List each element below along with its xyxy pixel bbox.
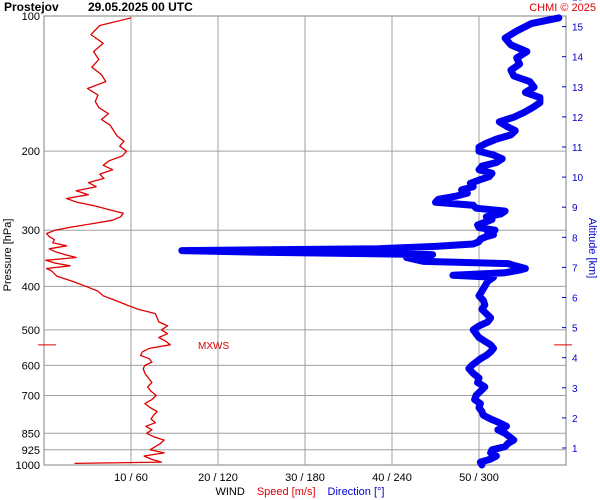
pressure-tick-label: 200 (22, 146, 40, 158)
x-axis-title: WIND Speed [m/s] Direction [°] (215, 486, 384, 498)
altitude-tick-label: 2 (572, 414, 578, 425)
wind-direction-line (178, 14, 563, 469)
datetime: 29.05.2025 00 UTC (88, 0, 193, 14)
altitude-tick-label: 3 (572, 384, 578, 395)
altitude-tick-label: 12 (572, 113, 584, 124)
altitude-tick-label: 11 (572, 143, 583, 154)
x-tick-label: 30 / 180 (285, 472, 325, 484)
header: Prostejov 29.05.2025 00 UTC CHMI © 2025 (4, 0, 596, 14)
pressure-tick-label: 400 (22, 281, 40, 293)
pressure-tick-label: 1000 (16, 460, 40, 472)
y2-axis-title: Altitude [km] (586, 218, 598, 279)
x-axis-title-wind: WIND (215, 486, 244, 498)
station-name: Prostejov (4, 0, 59, 14)
altitude-tick-label: 9 (572, 203, 578, 214)
altitude-tick-label: 14 (572, 53, 584, 64)
grid (43, 15, 567, 466)
altitude-tick-label: 6 (572, 294, 578, 305)
x-tick-label: 50 / 300 (459, 472, 499, 484)
wind-speed-line (45, 17, 171, 465)
x-axis-title-direction: Direction [°] (328, 486, 385, 498)
x-tick-label: 10 / 60 (114, 472, 148, 484)
pressure-tick-label: 500 (22, 325, 40, 337)
altitude-tick-label: 1 (572, 444, 578, 455)
altitude-tick-label: 15 (572, 23, 584, 34)
copyright: CHMI © 2025 (529, 2, 596, 14)
altitude-tick-label: 16 (572, 0, 584, 4)
mxws-label: MXWS (198, 341, 229, 352)
pressure-tick-label: 925 (22, 445, 40, 457)
pressure-tick-label: 100 (22, 11, 40, 23)
altitude-tick-label: 8 (572, 233, 578, 244)
altitude-tick-label: 10 (572, 173, 584, 184)
y-axis-title: Pressure [hPa] (2, 219, 14, 292)
x-tick-label: 20 / 120 (198, 472, 238, 484)
altitude-tick-label: 7 (572, 263, 578, 274)
pressure-tick-label: 700 (22, 390, 40, 402)
x-axis-title-speed: Speed [m/s] (257, 486, 316, 498)
altitude-tick-label: 5 (572, 324, 578, 335)
x-tick-label: 40 / 240 (372, 472, 412, 484)
pressure-tick-label: 600 (22, 360, 40, 372)
pressure-tick-label: 850 (22, 428, 40, 440)
annotations: MXWS (38, 341, 572, 352)
pressure-tick-label: 300 (22, 225, 40, 237)
altitude-tick-label: 4 (572, 354, 578, 365)
altitude-tick-label: 13 (572, 83, 584, 94)
series (45, 14, 563, 469)
